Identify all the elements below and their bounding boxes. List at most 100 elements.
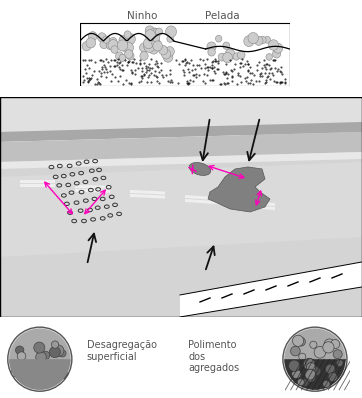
Circle shape bbox=[97, 33, 106, 42]
Circle shape bbox=[144, 41, 155, 53]
Circle shape bbox=[167, 35, 173, 43]
Circle shape bbox=[284, 329, 346, 390]
Circle shape bbox=[17, 352, 26, 361]
Polygon shape bbox=[240, 200, 275, 206]
Circle shape bbox=[266, 54, 272, 60]
Circle shape bbox=[100, 40, 108, 49]
Circle shape bbox=[145, 29, 155, 41]
Circle shape bbox=[36, 352, 46, 362]
Circle shape bbox=[310, 376, 317, 383]
Text: Pelada: Pelada bbox=[205, 11, 240, 21]
Polygon shape bbox=[20, 184, 55, 187]
Circle shape bbox=[30, 369, 40, 379]
Circle shape bbox=[153, 28, 160, 35]
Circle shape bbox=[159, 45, 168, 55]
Circle shape bbox=[293, 373, 303, 384]
Circle shape bbox=[237, 51, 245, 59]
Circle shape bbox=[12, 366, 22, 377]
Circle shape bbox=[333, 350, 342, 359]
Polygon shape bbox=[185, 195, 220, 200]
Circle shape bbox=[223, 53, 232, 63]
Circle shape bbox=[273, 43, 283, 53]
Circle shape bbox=[125, 33, 135, 45]
Circle shape bbox=[59, 367, 67, 375]
Circle shape bbox=[307, 369, 314, 377]
Circle shape bbox=[149, 44, 159, 54]
Circle shape bbox=[306, 375, 316, 386]
Circle shape bbox=[48, 364, 55, 371]
Circle shape bbox=[298, 367, 306, 374]
Polygon shape bbox=[0, 152, 362, 169]
Circle shape bbox=[165, 26, 177, 37]
Polygon shape bbox=[0, 97, 362, 132]
Circle shape bbox=[291, 346, 300, 356]
Wedge shape bbox=[9, 359, 71, 390]
Circle shape bbox=[207, 42, 216, 52]
Circle shape bbox=[148, 35, 156, 44]
Circle shape bbox=[208, 48, 215, 56]
Circle shape bbox=[8, 327, 72, 391]
Circle shape bbox=[336, 360, 343, 367]
Circle shape bbox=[299, 353, 306, 360]
Circle shape bbox=[215, 35, 222, 42]
Circle shape bbox=[19, 367, 27, 375]
Circle shape bbox=[52, 345, 64, 357]
Circle shape bbox=[111, 46, 118, 53]
Circle shape bbox=[59, 350, 66, 357]
Circle shape bbox=[139, 43, 148, 52]
Bar bbox=[80, 23, 290, 86]
Circle shape bbox=[289, 360, 300, 371]
Circle shape bbox=[325, 364, 335, 374]
Circle shape bbox=[325, 361, 334, 370]
Circle shape bbox=[269, 40, 278, 50]
Circle shape bbox=[145, 26, 154, 36]
Circle shape bbox=[244, 35, 254, 47]
Circle shape bbox=[328, 364, 336, 372]
Polygon shape bbox=[0, 162, 362, 257]
Circle shape bbox=[11, 367, 21, 377]
Polygon shape bbox=[208, 167, 270, 212]
Circle shape bbox=[29, 361, 39, 371]
Ellipse shape bbox=[189, 162, 211, 176]
Polygon shape bbox=[180, 262, 362, 317]
Circle shape bbox=[109, 37, 117, 45]
Circle shape bbox=[312, 367, 321, 376]
Circle shape bbox=[16, 346, 24, 354]
Circle shape bbox=[293, 363, 304, 374]
Circle shape bbox=[46, 373, 54, 380]
Circle shape bbox=[162, 47, 171, 57]
Circle shape bbox=[43, 366, 53, 375]
Circle shape bbox=[264, 36, 270, 43]
Circle shape bbox=[125, 50, 133, 59]
Text: Desagregação
superficial: Desagregação superficial bbox=[87, 340, 157, 362]
Circle shape bbox=[119, 54, 126, 61]
Circle shape bbox=[153, 34, 160, 42]
Circle shape bbox=[305, 369, 316, 380]
Circle shape bbox=[51, 341, 59, 348]
Polygon shape bbox=[240, 204, 275, 210]
Polygon shape bbox=[0, 132, 362, 162]
Circle shape bbox=[143, 38, 153, 49]
Circle shape bbox=[303, 359, 315, 370]
Circle shape bbox=[41, 351, 50, 360]
Circle shape bbox=[254, 36, 263, 45]
Circle shape bbox=[218, 53, 226, 61]
Wedge shape bbox=[284, 359, 346, 390]
Polygon shape bbox=[130, 194, 165, 199]
Polygon shape bbox=[75, 185, 110, 189]
Circle shape bbox=[119, 35, 128, 45]
Circle shape bbox=[331, 339, 340, 349]
Circle shape bbox=[273, 49, 281, 58]
Circle shape bbox=[306, 375, 313, 382]
Circle shape bbox=[140, 52, 148, 60]
Circle shape bbox=[301, 379, 309, 386]
Circle shape bbox=[30, 377, 39, 385]
Circle shape bbox=[106, 41, 114, 50]
Circle shape bbox=[115, 52, 123, 60]
Circle shape bbox=[306, 363, 316, 372]
Circle shape bbox=[314, 346, 326, 358]
Circle shape bbox=[117, 40, 128, 51]
Circle shape bbox=[41, 373, 50, 381]
Circle shape bbox=[324, 339, 335, 350]
Circle shape bbox=[124, 31, 131, 38]
